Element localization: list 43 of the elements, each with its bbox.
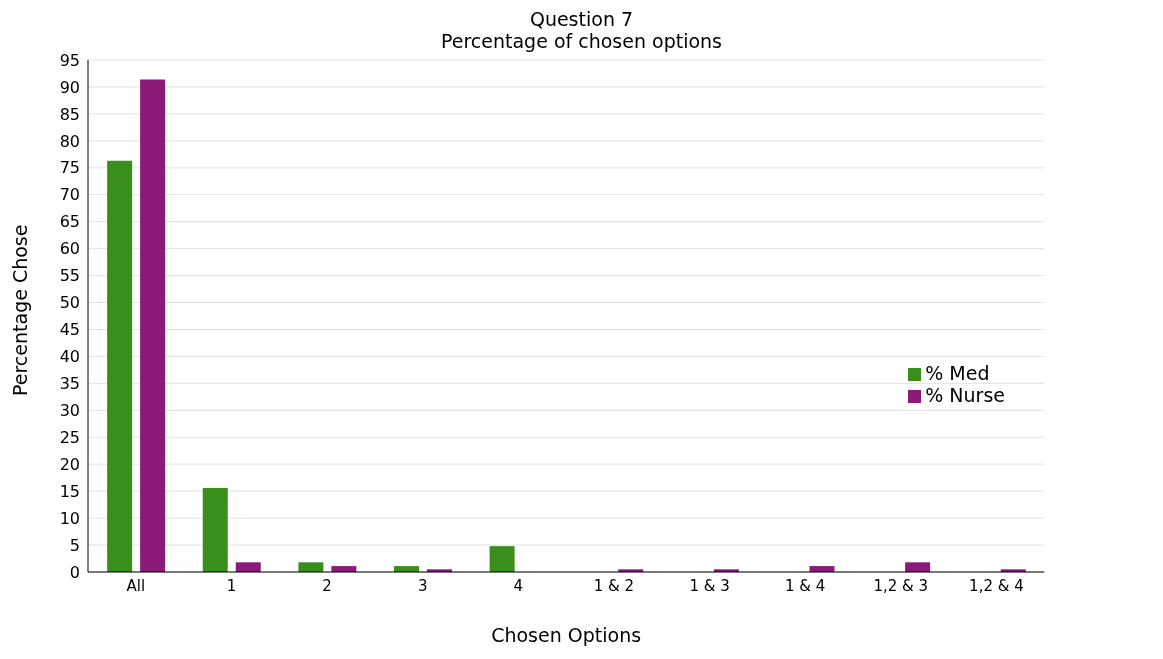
x-tick-label: 1 (226, 576, 237, 595)
x-tick-label: 3 (417, 576, 428, 595)
chart-subtitle: Percentage of chosen options (439, 30, 723, 52)
y-tick-label: 90 (59, 77, 80, 97)
chart-title: Question 7 (528, 8, 635, 30)
bar (107, 160, 133, 572)
bar (140, 79, 166, 572)
x-tick-label: 1,2 & 4 (969, 576, 1024, 595)
y-tick-label: 80 (59, 131, 80, 151)
y-tick-label: 0 (69, 562, 80, 582)
legend-label: % Med (925, 362, 990, 384)
legend-label: % Nurse (925, 384, 1005, 406)
y-tick-label: 45 (59, 320, 80, 340)
y-tick-label: 85 (59, 104, 80, 124)
y-tick-label: 5 (69, 535, 80, 555)
y-axis-title: Percentage Chose (8, 224, 31, 396)
y-tick-label: 20 (59, 454, 80, 474)
y-tick-label: 95 (59, 50, 80, 70)
x-tick-label: 1 & 2 (593, 576, 635, 595)
y-tick-label: 70 (59, 185, 80, 205)
y-tick-label: 55 (59, 266, 80, 286)
y-tick-label: 10 (59, 508, 80, 528)
y-tick-label: 30 (59, 401, 80, 420)
bar (298, 562, 324, 572)
x-tick-label: 2 (322, 576, 332, 595)
y-tick-label: 40 (59, 347, 80, 367)
y-tick-label: 75 (59, 158, 80, 178)
y-tick-label: 50 (59, 293, 80, 313)
bar (489, 546, 515, 572)
x-tick-label: All (126, 576, 146, 595)
y-tick-label: 60 (59, 239, 80, 259)
bar (905, 562, 931, 572)
x-axis-title: Chosen Options (491, 624, 642, 646)
bar (235, 562, 261, 572)
y-tick-label: 15 (59, 481, 80, 501)
x-tick-label: 1 & 3 (689, 576, 730, 595)
y-tick-label: 35 (59, 374, 80, 394)
y-tick-label: 25 (59, 427, 80, 447)
bar (202, 487, 228, 572)
x-tick-label: 1,2 & 3 (873, 576, 929, 595)
x-tick-label: 1 & 4 (785, 576, 826, 595)
x-tick-label: 4 (513, 576, 524, 595)
y-tick-label: 65 (59, 212, 80, 232)
